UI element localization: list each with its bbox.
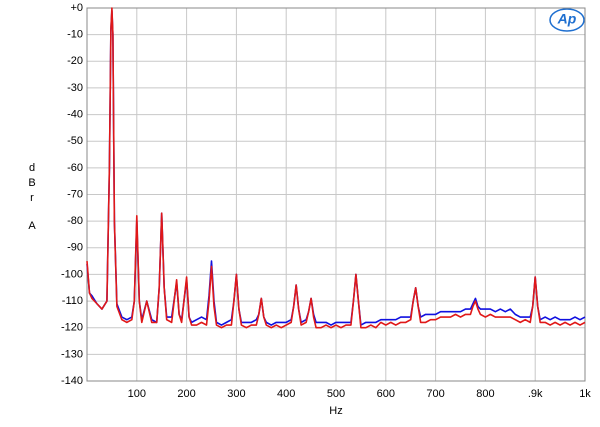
y-axis-label: B bbox=[28, 177, 35, 189]
x-tick-label: .9k bbox=[528, 388, 543, 400]
y-tick-label: -20 bbox=[67, 55, 83, 67]
y-tick-label: -120 bbox=[61, 322, 83, 334]
x-tick-label: 1k bbox=[579, 388, 591, 400]
x-axis-label: Hz bbox=[329, 405, 342, 417]
y-axis-label: r bbox=[30, 192, 34, 204]
y-tick-label: -100 bbox=[61, 268, 83, 280]
y-tick-label: -10 bbox=[67, 29, 83, 41]
y-tick-label: -80 bbox=[67, 215, 83, 227]
x-tick-label: 600 bbox=[377, 388, 395, 400]
logo-text: Ap bbox=[557, 11, 577, 27]
x-tick-label: 800 bbox=[476, 388, 494, 400]
y-tick-label: -70 bbox=[67, 188, 83, 200]
y-tick-label: -60 bbox=[67, 162, 83, 174]
y-tick-label: -30 bbox=[67, 82, 83, 94]
y-tick-label: +0 bbox=[70, 2, 83, 14]
plot-frame bbox=[86, 7, 586, 382]
x-tick-label: 100 bbox=[128, 388, 146, 400]
y-tick-label: -90 bbox=[67, 242, 83, 254]
x-tick-label: 200 bbox=[177, 388, 195, 400]
logo-ring bbox=[549, 8, 585, 32]
y-tick-label: -50 bbox=[67, 135, 83, 147]
logo: Ap bbox=[549, 8, 585, 32]
x-tick-label: 300 bbox=[227, 388, 245, 400]
series-line bbox=[86, 7, 586, 329]
y-tick-label: -140 bbox=[61, 375, 83, 387]
y-tick-label: -110 bbox=[62, 295, 83, 307]
y-axis-label: A bbox=[28, 220, 36, 232]
x-tick-label: 700 bbox=[426, 388, 444, 400]
x-tick-label: 500 bbox=[327, 388, 345, 400]
y-axis-label: d bbox=[29, 162, 35, 174]
y-tick-label: -130 bbox=[61, 348, 83, 360]
y-tick-label: -40 bbox=[67, 108, 83, 120]
x-tick-label: 400 bbox=[277, 388, 295, 400]
